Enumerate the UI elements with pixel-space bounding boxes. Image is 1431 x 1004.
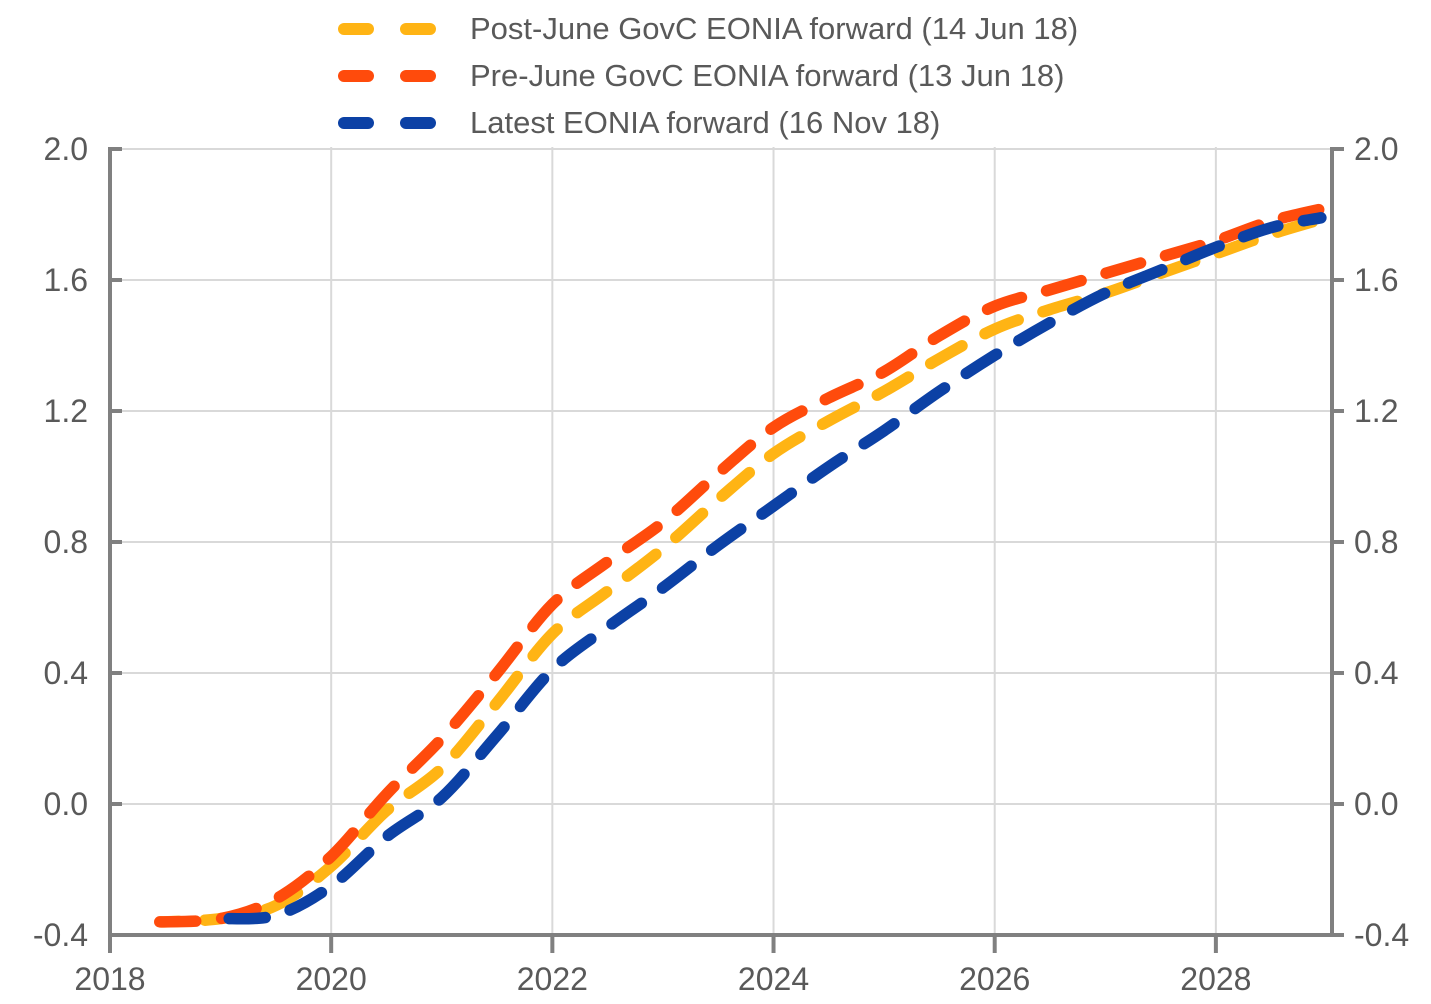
- svg-text:0.4: 0.4: [44, 655, 88, 691]
- svg-text:1.2: 1.2: [44, 393, 88, 429]
- svg-text:2022: 2022: [517, 961, 588, 997]
- chart-legend: Post-June GovC EONIA forward (14 Jun 18)…: [338, 11, 1079, 140]
- svg-text:2018: 2018: [74, 961, 145, 997]
- svg-text:2024: 2024: [738, 961, 809, 997]
- svg-text:1.6: 1.6: [1354, 262, 1398, 298]
- svg-text:1.6: 1.6: [44, 262, 88, 298]
- svg-text:2026: 2026: [959, 961, 1030, 997]
- legend-label: Post-June GovC EONIA forward (14 Jun 18): [470, 11, 1079, 46]
- svg-text:2.0: 2.0: [44, 131, 88, 167]
- legend-item-post-june: Post-June GovC EONIA forward (14 Jun 18): [338, 11, 1079, 46]
- svg-text:-0.4: -0.4: [1354, 917, 1409, 953]
- svg-text:2.0: 2.0: [1354, 131, 1398, 167]
- svg-text:0.0: 0.0: [1354, 786, 1398, 822]
- svg-text:0.8: 0.8: [44, 524, 88, 560]
- legend-dash-icon: [338, 70, 436, 82]
- legend-item-latest: Latest EONIA forward (16 Nov 18): [338, 105, 1078, 140]
- svg-text:2028: 2028: [1180, 961, 1251, 997]
- svg-text:0.4: 0.4: [1354, 655, 1398, 691]
- svg-text:-0.4: -0.4: [33, 917, 88, 953]
- legend-dash-icon: [338, 117, 436, 129]
- svg-text:0.0: 0.0: [44, 786, 88, 822]
- legend-label: Pre-June GovC EONIA forward (13 Jun 18): [470, 58, 1065, 93]
- legend-item-pre-june: Pre-June GovC EONIA forward (13 Jun 18): [338, 58, 1078, 93]
- svg-text:1.2: 1.2: [1354, 393, 1398, 429]
- legend-dash-icon: [338, 23, 436, 35]
- svg-text:2020: 2020: [296, 961, 367, 997]
- legend-label: Latest EONIA forward (16 Nov 18): [470, 105, 941, 140]
- svg-text:0.8: 0.8: [1354, 524, 1398, 560]
